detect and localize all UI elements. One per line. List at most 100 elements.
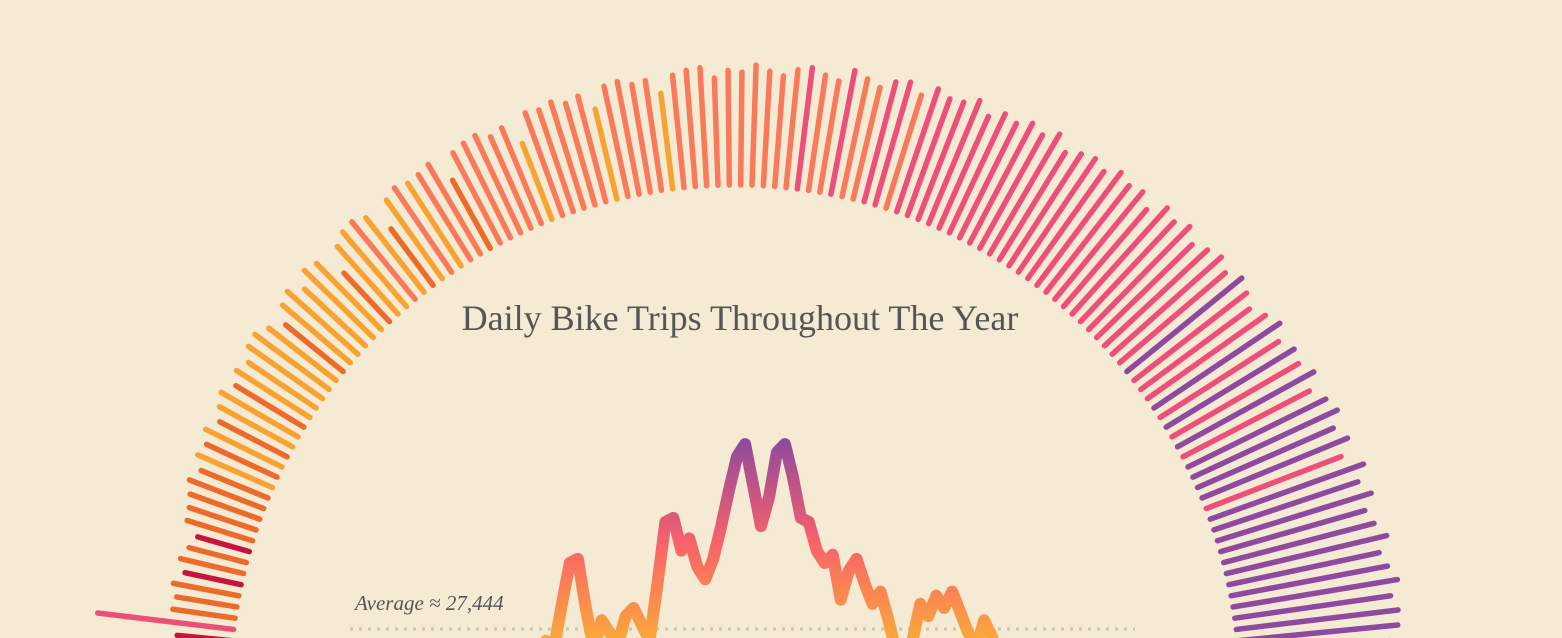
radial-bar (1138, 306, 1253, 393)
radial-bar (186, 504, 259, 533)
radial-bar (1101, 247, 1211, 349)
radial-bar (1226, 549, 1382, 588)
radial-bar (1194, 425, 1336, 491)
radial-bar (383, 197, 445, 282)
radial-bar (472, 132, 524, 236)
radial-bar (925, 97, 983, 227)
radial-bar (711, 75, 721, 189)
radial-bar (894, 86, 942, 215)
radial-bar (629, 81, 653, 195)
radial-bar (1157, 338, 1282, 421)
radial-bar (817, 78, 842, 195)
radial-bar (828, 67, 858, 197)
radial-bar (850, 84, 883, 202)
radial-bar (749, 62, 759, 189)
radial-bar (186, 477, 267, 512)
radial-bar (614, 78, 642, 197)
radial-bar (883, 92, 925, 211)
radial-bar (1077, 219, 1177, 325)
radial-bar (194, 534, 253, 555)
radial-bar (1230, 576, 1401, 610)
radial-bar (986, 131, 1063, 257)
radial-bar (771, 73, 787, 190)
radial-bar (313, 260, 385, 333)
radial-bar (936, 113, 992, 231)
radial-bar (282, 322, 346, 375)
radial-bar (1124, 275, 1245, 375)
radial-bar (415, 171, 474, 263)
radial-bar (245, 359, 319, 411)
radial-bar (1233, 607, 1401, 633)
radial-bar (794, 64, 816, 192)
radial-bar (915, 99, 967, 223)
radial-bar (1232, 593, 1394, 621)
radial-bar (174, 632, 233, 638)
radial-bar (683, 67, 699, 190)
radial-bar (1223, 532, 1390, 577)
radial-bar (642, 77, 665, 194)
radial-bar (363, 215, 427, 295)
radial-bar (1151, 320, 1283, 411)
radial-bar (460, 140, 514, 241)
radial-bar (1034, 169, 1124, 288)
radial-bar (592, 106, 620, 202)
radial-bar (334, 243, 401, 317)
chart-title: Daily Bike Trips Throughout The Year (462, 298, 1019, 338)
radial-bar (956, 120, 1020, 241)
radial-bar (967, 120, 1036, 246)
radial-bar (1109, 254, 1225, 357)
radial-bar (1217, 507, 1368, 555)
radial-bar (1214, 490, 1374, 544)
radial-bar (996, 149, 1069, 263)
radial-bar (1144, 312, 1269, 402)
radial-bar (1015, 156, 1099, 275)
radial-bar (449, 177, 493, 252)
radial-bar (1174, 369, 1317, 450)
radial-bar (498, 125, 545, 227)
radial-bar (536, 107, 576, 215)
radial-bar (170, 580, 242, 599)
radial-bar (783, 67, 801, 191)
radial-bar (203, 441, 280, 480)
radial-bar (1043, 182, 1132, 295)
radial-bar (1025, 168, 1107, 282)
radial-bar (301, 286, 369, 349)
radial-bar (279, 302, 354, 366)
radial-bar (1163, 346, 1297, 430)
radial-bar (173, 594, 240, 610)
radial-bar (339, 229, 410, 310)
radial-bar (186, 544, 250, 566)
radial-bar (94, 610, 237, 633)
radial-bar (349, 219, 418, 302)
radial-bar (198, 467, 271, 501)
radial-bar (872, 79, 914, 208)
radial-bar (861, 79, 899, 205)
radial-bar (170, 606, 238, 621)
radial-bar (725, 67, 733, 188)
radial-bar (1228, 563, 1391, 599)
radial-bar (1093, 241, 1195, 341)
radial-bar (1237, 622, 1401, 638)
radial-bar (1211, 479, 1361, 533)
radial-bar (601, 83, 631, 200)
radial-bar (1052, 189, 1146, 302)
radial-bar (839, 76, 871, 200)
radial-bar (405, 180, 464, 269)
radial-bar (233, 382, 307, 430)
radial-bar (1131, 290, 1250, 384)
radial-bar (450, 150, 503, 246)
radial-bar (177, 555, 247, 577)
radial-bar (977, 132, 1046, 252)
radial-bar (760, 68, 773, 189)
radial-bar (548, 99, 587, 211)
radial-bar (1190, 407, 1340, 480)
radial-bar (1180, 388, 1313, 460)
radial-bar (391, 185, 455, 275)
radial-bar (1006, 151, 1085, 269)
radial-bar (245, 343, 326, 402)
trend-line (540, 438, 999, 638)
radial-bar (218, 389, 301, 440)
radial-bar (388, 226, 436, 288)
radial-bar (217, 419, 290, 460)
